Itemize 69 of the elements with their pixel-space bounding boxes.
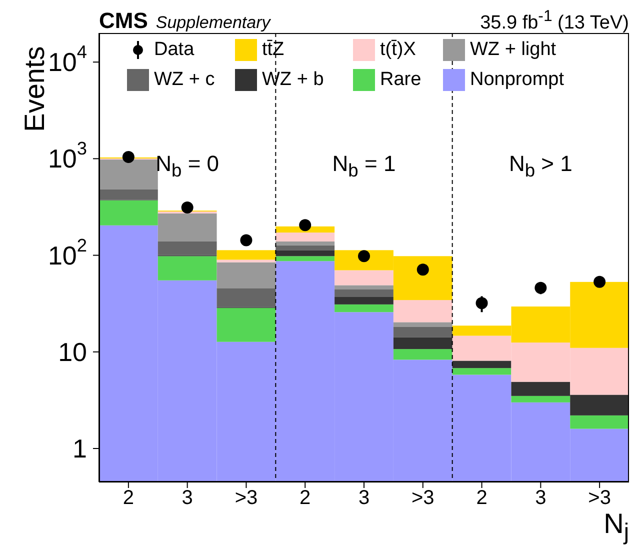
bar — [452, 368, 512, 375]
bar — [216, 262, 276, 288]
y-tick-label: 10$^{2}$ — [48, 235, 87, 270]
bar — [158, 256, 217, 280]
bar — [393, 322, 452, 327]
legend-label: Rare — [380, 69, 422, 91]
point — [181, 202, 194, 214]
legend-label: WZ + b — [262, 69, 324, 91]
bar — [393, 349, 452, 360]
bar — [216, 260, 276, 262]
y-tick-label: 1 — [72, 434, 87, 464]
y-axis-title: Events — [19, 45, 50, 134]
bar — [276, 245, 335, 250]
bar — [276, 232, 335, 242]
x-tick-label: 3 — [182, 487, 193, 510]
legend-label: t(t̄)X — [380, 39, 416, 61]
y-tick-label: 10 — [58, 336, 87, 367]
point — [299, 219, 312, 232]
bar — [511, 396, 570, 402]
bar — [452, 360, 512, 368]
bar — [99, 200, 158, 226]
bar — [216, 288, 276, 308]
bar — [334, 289, 394, 298]
chart-title: CMS — [99, 8, 148, 34]
annotation: N$_{b}$ = 0 — [154, 151, 220, 182]
point — [534, 282, 547, 294]
bar — [334, 304, 394, 312]
bar — [393, 300, 452, 322]
annotation: N$_{b}$ = 1 — [331, 151, 397, 182]
bar — [158, 241, 217, 256]
point — [476, 297, 488, 310]
x-tick-label: 2 — [476, 487, 488, 510]
x-tick-label: >3 — [411, 487, 434, 510]
point — [594, 276, 606, 288]
bar — [334, 297, 394, 304]
legend-label: Nonprompt — [470, 69, 564, 91]
annotation: 35.9 fb$^{-1}$ (13 TeV) — [480, 8, 629, 34]
annotation: N$_{b}$ > 1 — [508, 151, 574, 182]
point — [416, 264, 429, 276]
x-tick-label: 2 — [300, 487, 311, 510]
x-tick-label: >3 — [234, 487, 258, 510]
bar — [276, 256, 335, 262]
bar — [216, 308, 276, 342]
bar — [334, 285, 394, 290]
y-tick-label: 10$^{3}$ — [48, 138, 87, 174]
bar — [99, 160, 158, 190]
bar — [276, 250, 335, 256]
bar — [334, 270, 394, 286]
bar — [393, 327, 452, 338]
bar — [99, 189, 158, 200]
point — [122, 151, 134, 164]
legend-label: tt̄Z — [262, 39, 284, 61]
legend-label: Data — [154, 39, 194, 61]
bar — [570, 415, 629, 429]
bar — [393, 337, 452, 350]
point — [240, 234, 252, 246]
legend-label: WZ + c — [154, 69, 215, 91]
x-tick-label: 3 — [535, 487, 546, 510]
bar — [158, 213, 217, 242]
x-tick-label: 2 — [122, 487, 134, 510]
point — [358, 250, 370, 262]
x-tick-label: >3 — [588, 487, 611, 510]
bar — [276, 241, 335, 246]
legend-label: WZ + light — [470, 39, 556, 61]
bar — [216, 250, 276, 260]
x-tick-label: 3 — [358, 487, 370, 510]
y-tick-label: 10$^{4}$ — [48, 42, 87, 78]
chart-subtitle: Supplementary — [156, 13, 270, 33]
x-axis-title: N$_{j}$ — [604, 508, 629, 546]
